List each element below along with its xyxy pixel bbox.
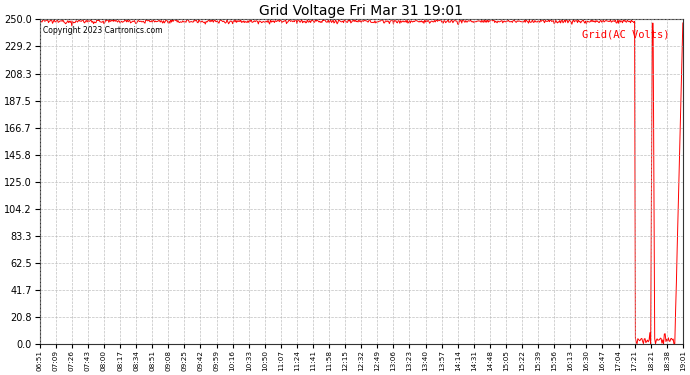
Text: Grid(AC Volts): Grid(AC Volts) (582, 29, 670, 39)
Text: Copyright 2023 Cartronics.com: Copyright 2023 Cartronics.com (43, 26, 162, 35)
Title: Grid Voltage Fri Mar 31 19:01: Grid Voltage Fri Mar 31 19:01 (259, 4, 463, 18)
